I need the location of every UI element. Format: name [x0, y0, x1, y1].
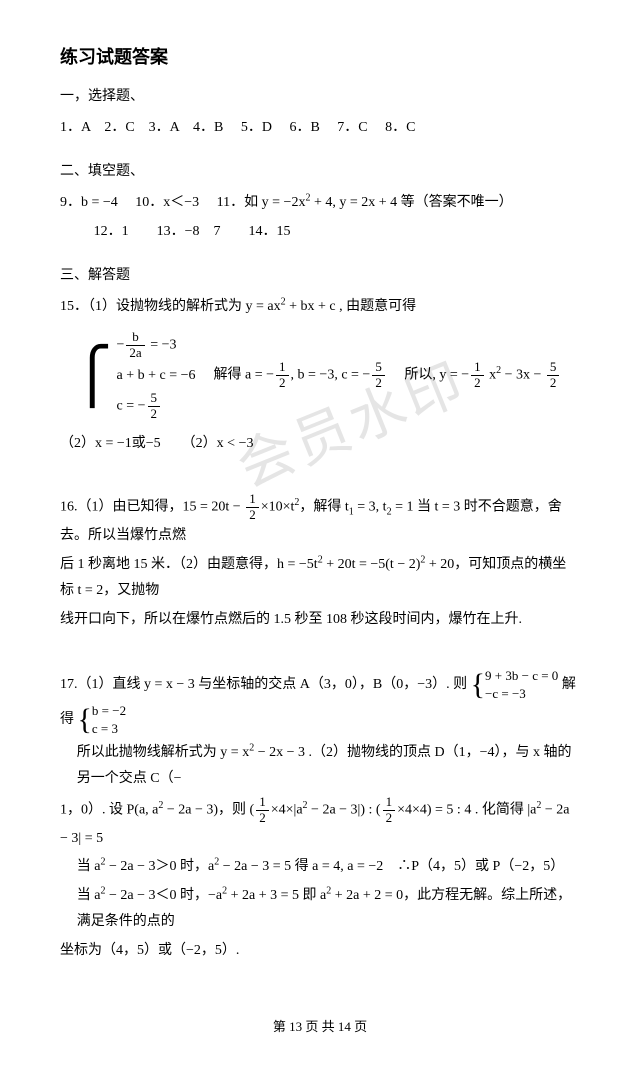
eq1-neg: −	[117, 338, 125, 353]
q15-line1: 15．（1）设抛物线的解析式为 y = ax2 + bx + c , 由题意可得	[60, 294, 580, 321]
q17-3e: ×4×4) = 5 : 4 . 化简得 |a	[397, 802, 536, 817]
brace-group-2: { b = −2 c = 3	[78, 702, 127, 737]
q16-2a: 后 1 秒离地 15 米．（2）由题意得，h = −5t	[60, 557, 318, 572]
fill-row-2: 12．1 13．−8 7 14．15	[60, 219, 580, 246]
q17-5b: − 2a − 3＜0 时，−a	[106, 888, 223, 903]
q15-part2: （2）x = −1或−5 （2）x < −3	[60, 431, 580, 458]
q17-1a: 17.（1）直线 y = x − 3 与坐标轴的交点 A（3，0），B（0，−3…	[60, 677, 467, 692]
q17-3c: ×4×|a	[271, 802, 303, 817]
res-mid2: − 3x −	[501, 368, 545, 383]
section-2-head: 二、填空题、	[60, 159, 580, 186]
page-footer: 第 13 页 共 14 页	[60, 1015, 580, 1040]
q17-5c: + 2a + 3 = 5 即 a	[227, 888, 326, 903]
sys-eq1: −b2a = −3	[117, 330, 196, 361]
sys-eq2: a + b + c = −6	[117, 361, 196, 390]
q16-1a: 16.（1）由已知得，15 = 20t −	[60, 500, 244, 515]
q15-solution: 解得 a = −12, b = −3, c = −52 所以, y = −12 …	[196, 360, 562, 391]
q17-2a: 所以此抛物线解析式为 y = x	[77, 745, 249, 760]
q17-4b: − 2a − 3＞0 时，a	[106, 859, 215, 874]
fb-9-11: 9．b = −4 10．x＜−3 11．如 y = −2x	[60, 195, 305, 210]
q17-line4: 当 a2 − 2a − 3＞0 时，a2 − 2a − 3 = 5 得 a = …	[60, 854, 580, 881]
b1a: 9 + 3b − c = 0	[485, 667, 558, 685]
page-title: 练习试题答案	[60, 40, 580, 74]
sys-eq3: c = −52	[117, 391, 196, 422]
res-mid: x	[486, 368, 497, 383]
q16-1c: ，解得 t	[299, 500, 348, 515]
q16-1d: = 3, t	[354, 500, 387, 515]
res-pre: 所以, y = −	[387, 368, 469, 383]
eq1-rhs: = −3	[147, 338, 177, 353]
answer-page: 练习试题答案 一，选择题、 1．A 2．C 3．A 4．B 5．D 6．B 7．…	[0, 0, 640, 1069]
eq3-pre: c = −	[117, 398, 146, 413]
q17-line3: 1，0）. 设 P(a, a2 − 2a − 3)，则 (12×4×|a2 − …	[60, 795, 580, 852]
fb-11-tail: + 4, y = 2x + 4 等（答案不唯一）	[310, 195, 512, 210]
section-1-head: 一，选择题、	[60, 84, 580, 111]
sol-mid: , b = −3, c = −	[291, 368, 371, 383]
q16-1b: ×10×t	[261, 500, 295, 515]
q17-line5: 当 a2 − 2a − 3＜0 时，−a2 + 2a + 3 = 5 即 a2 …	[60, 883, 580, 936]
q15-system: ⎧ −b2a = −3 a + b + c = −6 c = −52 解得 a …	[60, 322, 580, 429]
q17-line2: 所以此抛物线解析式为 y = x2 − 2x − 3 .（2）抛物线的顶点 D（…	[60, 740, 580, 793]
q17-line1: 17.（1）直线 y = x − 3 与坐标轴的交点 A（3，0），B（0，−3…	[60, 667, 580, 737]
q17-3b: − 2a − 3)，则 (	[163, 802, 254, 817]
section-3-head: 三、解答题	[60, 263, 580, 290]
brace-group-1: { 9 + 3b − c = 0 −c = −3	[471, 667, 559, 702]
q16-2b: + 20t = −5(t − 2)	[323, 557, 421, 572]
left-brace-icon: ⎧	[72, 330, 117, 421]
mc-answers: 1．A 2．C 3．A 4．B 5．D 6．B 7．C 8．C	[60, 115, 580, 142]
fill-row-1: 9．b = −4 10．x＜−3 11．如 y = −2x2 + 4, y = …	[60, 190, 580, 217]
q17-4c: − 2a − 3 = 5 得 a = 4, a = −2 ∴P（4，5）或 P（…	[219, 859, 564, 874]
q16-line2: 后 1 秒离地 15 米．（2）由题意得，h = −5t2 + 20t = −5…	[60, 552, 580, 605]
q16-line3: 线开口向下，所以在爆竹点燃后的 1.5 秒至 108 秒这段时间内，爆竹在上升.	[60, 607, 580, 634]
q17-3d: − 2a − 3|) : (	[308, 802, 381, 817]
q17-5a: 当 a	[77, 888, 101, 903]
q15-pre: 15．（1）设抛物线的解析式为 y = ax	[60, 299, 281, 314]
b2b: c = 3	[92, 720, 126, 738]
q16-line1: 16.（1）由已知得，15 = 20t − 12×10×t2，解得 t1 = 3…	[60, 492, 580, 549]
q17-line6: 坐标为（4，5）或（−2，5）.	[60, 938, 580, 965]
b1b: −c = −3	[485, 685, 558, 703]
q17-4a: 当 a	[77, 859, 101, 874]
sol-pre: 解得 a = −	[214, 368, 275, 383]
b2a: b = −2	[92, 702, 126, 720]
q17-3a: 1，0）. 设 P(a, a	[60, 802, 158, 817]
q15-post: + bx + c , 由题意可得	[286, 299, 417, 314]
